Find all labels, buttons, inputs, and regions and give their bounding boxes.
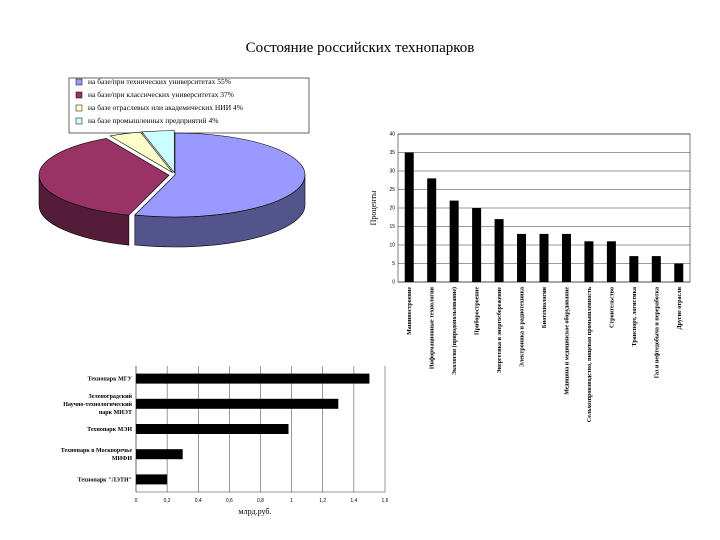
vbar-tick-label: 10	[389, 243, 395, 249]
vbar-tick-label: 0	[392, 280, 395, 286]
page-title: Состояние российских технопарков	[245, 40, 475, 56]
hbar-tick-label: 1,2	[319, 498, 326, 504]
vbar-category-label: Биотехнологии	[542, 286, 548, 328]
hbar-tick-label: 1,6	[382, 498, 389, 504]
vbar-bar	[404, 152, 414, 282]
vbar-category-label: Энергетика и энергосбережение	[496, 287, 503, 374]
vbar-bar	[674, 263, 684, 282]
hbar-category-label: Технопарк "ЛЭТИ"	[78, 477, 132, 483]
vbar-tick-label: 15	[389, 224, 395, 230]
hbar-tick-label: 0,6	[226, 498, 233, 504]
pie-legend-swatch	[75, 91, 83, 99]
hbar-tick-label: 1,4	[350, 498, 357, 504]
hbar-tick-label: 1	[290, 498, 293, 504]
hbar-labels: Технопарк МГУ Зеленоградский Научно-технол…	[61, 377, 133, 484]
vbar-tick-label: 20	[389, 206, 395, 212]
hbar-bar	[136, 373, 370, 384]
vbar-bar	[629, 256, 639, 282]
pie-legend-swatch	[75, 78, 83, 86]
pie-legend-box	[68, 77, 310, 134]
vbar-tick-label: 5	[392, 261, 395, 267]
vbar-labels: Машиностроение Информационные технологии Э…	[407, 286, 683, 422]
vbar-bar	[427, 178, 437, 282]
vbar-tick-label: 40	[389, 132, 395, 138]
hbar-bar	[136, 449, 183, 460]
hbar-bar	[136, 474, 168, 485]
hbar-tick-label: 0,2	[164, 498, 171, 504]
vbar-bars	[404, 152, 684, 282]
pie-slice	[134, 132, 306, 218]
vbar-category-label: Машиностроение	[407, 287, 413, 335]
vbar-y-axis-title: Проценты	[369, 190, 378, 225]
vbar-bar	[539, 233, 549, 282]
vbar-bar	[651, 256, 661, 282]
vbar-category-label: Строительство	[609, 287, 615, 328]
vbar-category-label: Экология (природопользование)	[451, 287, 458, 375]
pie-legend-label: на базе/при технических университетах 55…	[88, 77, 231, 86]
vbar-category-label: Электроника и радиотехника	[520, 287, 526, 367]
pie-legend-label: на базе отраслевых или академических НИИ…	[88, 103, 243, 112]
hbar-bar	[136, 398, 339, 409]
pie-slice	[109, 131, 174, 174]
pie-legend-swatch	[75, 104, 83, 112]
pie-legend-label: на базе промышленных предприятий 4%	[88, 116, 218, 125]
pie-legend-label: на базе/при классических университетах 3…	[88, 90, 234, 99]
vbar-category-label: Информационные технологии	[429, 286, 436, 369]
vbar-category-label: Газ и нефтедобыча и переработка	[653, 287, 660, 378]
vbar-category-label: Другие отрасли	[677, 286, 683, 329]
hbar-grid: 0 0,2 0,4 0,6 0,8 1 1,2 1,4 1,6 млрд.руб.	[135, 366, 389, 516]
hbar-tick-label: 0	[135, 498, 138, 504]
hbar-bars	[136, 373, 370, 485]
pie-legend-swatch	[75, 117, 83, 125]
hbar-x-axis-title: млрд.руб.	[239, 507, 272, 516]
pie-legend: на базе/при технических университетах 55…	[68, 77, 310, 134]
hbar-bar	[136, 424, 289, 434]
hbar-category-label: Зеленоградский Научно-технологический парк…	[63, 393, 132, 416]
vbar-category-label: Транспорт, логистика	[632, 287, 638, 346]
vbar-bar	[606, 241, 616, 282]
vbar-tick-label: 30	[389, 169, 395, 175]
vbar-category-label: Приборостроение	[474, 287, 481, 335]
hbar-category-label: Технопарк в Москворечье МИФИ	[61, 448, 133, 462]
vbar-bar	[517, 233, 527, 282]
vbar-tick-label: 25	[389, 187, 395, 193]
vbar-bar	[494, 219, 504, 282]
vbar-category-label: Сельхозпроизводство, пищевая промышленно…	[587, 286, 593, 422]
vbar-tick-label: 35	[389, 150, 395, 156]
pie-slice	[141, 130, 175, 174]
vbar-bar	[449, 200, 459, 282]
vbar-bar	[561, 233, 571, 282]
vbar-bar	[472, 208, 482, 282]
hbar-category-label: Технопарк МГУ	[88, 377, 133, 383]
vbar-bar	[584, 241, 594, 282]
hbar-category-label: Технопарк МЭИ	[87, 427, 132, 433]
vbar-category-label: Медицина и медицинское оборудование	[563, 287, 570, 395]
pie-body	[38, 130, 306, 248]
pie-slice	[38, 138, 170, 216]
hbar-tick-label: 0,4	[195, 498, 202, 504]
hbar-tick-label: 0,8	[257, 498, 264, 504]
